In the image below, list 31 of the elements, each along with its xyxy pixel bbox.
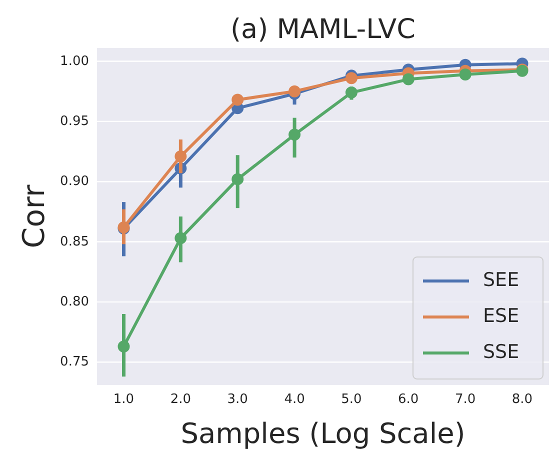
point <box>118 340 130 352</box>
point <box>459 68 472 80</box>
x-tick-label: 3.0 <box>227 392 248 407</box>
point <box>174 150 187 162</box>
point <box>174 232 187 244</box>
chart-title: (a) MAML-LVC <box>230 14 416 45</box>
y-tick-label: 0.95 <box>60 114 89 129</box>
x-tick-label: 2.0 <box>170 392 192 407</box>
point <box>232 94 244 106</box>
x-tick-label: 8.0 <box>512 392 533 407</box>
point <box>288 128 301 141</box>
point <box>345 72 358 84</box>
y-tick-label: 0.75 <box>60 354 89 370</box>
point <box>345 86 358 99</box>
x-axis-title: Samples (Log Scale) <box>180 417 466 450</box>
legend-label: SEE <box>483 269 520 292</box>
point <box>232 173 244 186</box>
x-tick-label: 5.0 <box>341 392 362 407</box>
x-tick-label: 7.0 <box>454 392 476 407</box>
y-tick-label: 0.85 <box>60 234 89 250</box>
y-tick-label: 1.00 <box>60 54 89 69</box>
legend-label: SSE <box>483 341 520 364</box>
point <box>402 73 414 86</box>
point <box>288 85 301 98</box>
x-tick-label: 1.0 <box>113 392 134 407</box>
y-tick-label: 0.90 <box>60 174 89 190</box>
y-tick-label: 0.80 <box>60 294 89 310</box>
x-tick-label: 4.0 <box>284 392 305 407</box>
y-axis-title: Corr <box>17 184 52 248</box>
legend-label: ESE <box>483 305 520 328</box>
x-tick-label: 6.0 <box>398 392 419 407</box>
